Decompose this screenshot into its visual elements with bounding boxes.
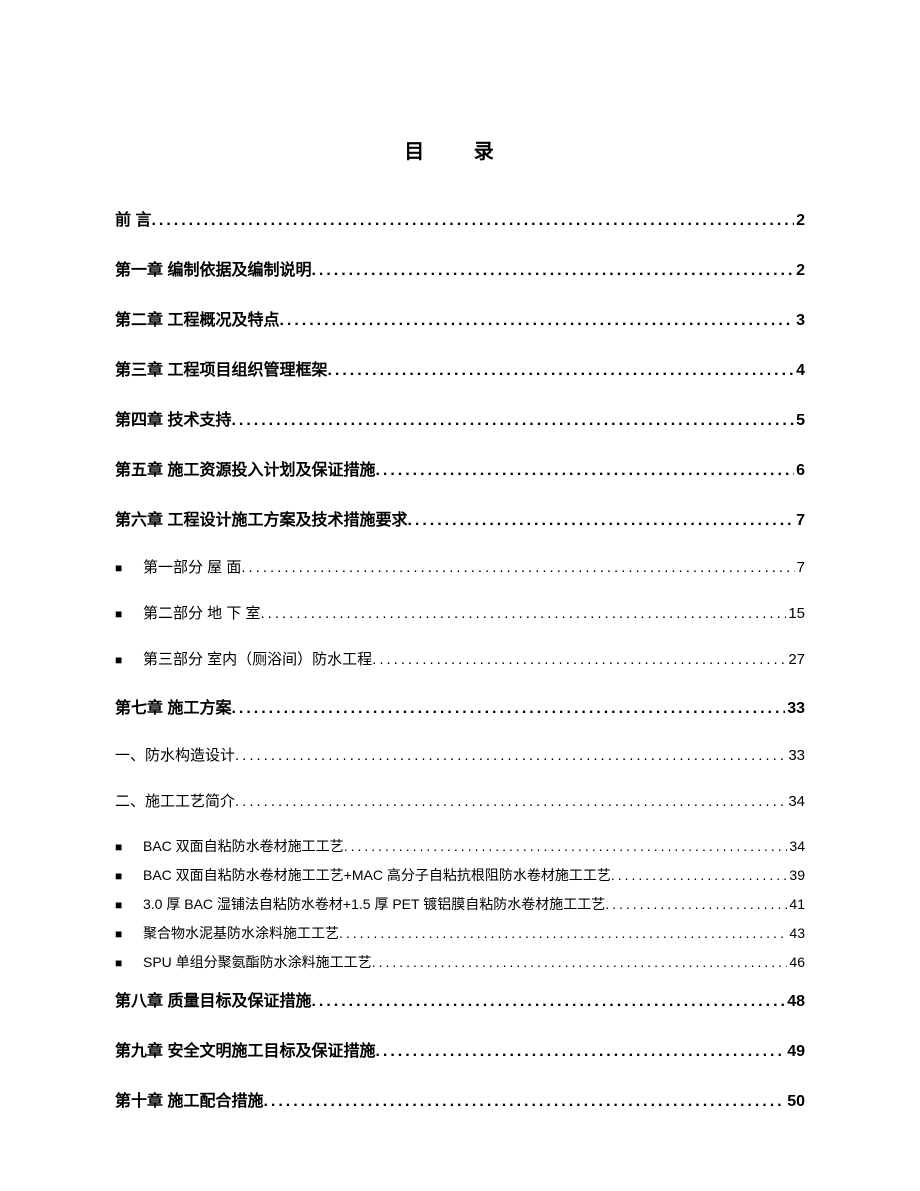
square-bullet-icon: ■ xyxy=(115,927,143,941)
toc-entry: 第四章 技术支持 5 xyxy=(115,406,805,430)
toc-leader xyxy=(279,312,794,330)
toc-entry: 第三章 工程项目组织管理框架 4 xyxy=(115,356,805,380)
toc-leader xyxy=(231,700,785,718)
toc-entry: 第八章 质量目标及保证措施 48 xyxy=(115,987,805,1011)
toc-label: 第八章 质量目标及保证措施 xyxy=(115,987,311,1011)
toc-label: 第九章 安全文明施工目标及保证措施 xyxy=(115,1037,375,1061)
toc-page-number: 6 xyxy=(794,462,805,480)
toc-entry: 第七章 施工方案 33 xyxy=(115,694,805,718)
toc-entry: 第二章 工程概况及特点 3 xyxy=(115,306,805,330)
toc-leader xyxy=(235,747,786,764)
toc-leader xyxy=(311,993,785,1011)
toc-label: BAC 双面自粘防水卷材施工工艺 xyxy=(143,836,344,856)
toc-label: 前 言 xyxy=(115,206,151,230)
toc-page-number: 50 xyxy=(785,1093,805,1111)
square-bullet-icon: ■ xyxy=(115,607,143,621)
toc-label: 二、施工工艺简介 xyxy=(115,790,235,811)
square-bullet-icon: ■ xyxy=(115,840,143,854)
toc-entry: ■SPU 单组分聚氨酯防水涂料施工工艺 46 xyxy=(115,952,805,972)
toc-entry: 第一章 编制依据及编制说明 2 xyxy=(115,256,805,280)
toc-leader xyxy=(372,651,786,668)
toc-label: 第十章 施工配合措施 xyxy=(115,1087,263,1111)
toc-page-number: 33 xyxy=(786,747,805,764)
toc-leader xyxy=(407,512,794,530)
toc-leader xyxy=(235,793,786,810)
toc-page-number: 48 xyxy=(785,993,805,1011)
toc-label: 第一章 编制依据及编制说明 xyxy=(115,256,311,280)
toc-leader xyxy=(327,362,794,380)
toc-page-number: 34 xyxy=(787,838,805,854)
toc-leader xyxy=(151,212,794,230)
toc-entry: ■第三部分 室内（厕浴间）防水工程 27 xyxy=(115,648,805,669)
toc-label: 第三部分 室内（厕浴间）防水工程 xyxy=(143,648,372,669)
toc-container: 前 言 2 第一章 编制依据及编制说明 2 第二章 工程概况及特点 3 第三章 工程项目组织… xyxy=(115,206,805,1111)
toc-page-number: 33 xyxy=(785,700,805,718)
toc-page-number: 4 xyxy=(794,362,805,380)
toc-label: 第六章 工程设计施工方案及技术措施要求 xyxy=(115,506,407,530)
toc-page-number: 41 xyxy=(787,896,805,912)
toc-page-number: 49 xyxy=(785,1043,805,1061)
toc-page-number: 7 xyxy=(794,512,805,530)
toc-leader xyxy=(263,1093,785,1111)
toc-entry: 第五章 施工资源投入计划及保证措施 6 xyxy=(115,456,805,480)
square-bullet-icon: ■ xyxy=(115,653,143,667)
toc-leader xyxy=(375,462,794,480)
toc-label: 一、防水构造设计 xyxy=(115,744,235,765)
toc-entry: ■第二部分 地 下 室 15 xyxy=(115,602,805,623)
toc-leader xyxy=(311,262,794,280)
toc-label: 第二部分 地 下 室 xyxy=(143,602,261,623)
toc-page-number: 43 xyxy=(787,925,805,941)
toc-page-number: 15 xyxy=(786,605,805,622)
toc-entry: ■3.0 厚 BAC 湿铺法自粘防水卷材+1.5 厚 PET 镀铝膜自粘防水卷材… xyxy=(115,894,805,914)
toc-leader xyxy=(241,559,794,576)
toc-label: 第五章 施工资源投入计划及保证措施 xyxy=(115,456,375,480)
toc-entry: 前 言 2 xyxy=(115,206,805,230)
toc-entry: ■BAC 双面自粘防水卷材施工工艺+MAC 高分子自粘抗根阻防水卷材施工工艺 39 xyxy=(115,865,805,885)
toc-label: 第四章 技术支持 xyxy=(115,406,231,430)
toc-entry: 一、防水构造设计 33 xyxy=(115,744,805,765)
toc-label: 聚合物水泥基防水涂料施工工艺 xyxy=(143,923,339,943)
toc-entry: ■聚合物水泥基防水涂料施工工艺 43 xyxy=(115,923,805,943)
toc-label: 第一部分 屋 面 xyxy=(143,556,241,577)
toc-page-number: 5 xyxy=(794,412,805,430)
toc-label: 3.0 厚 BAC 湿铺法自粘防水卷材+1.5 厚 PET 镀铝膜自粘防水卷材施… xyxy=(143,894,605,914)
toc-label: 第七章 施工方案 xyxy=(115,694,231,718)
toc-leader xyxy=(605,896,787,912)
square-bullet-icon: ■ xyxy=(115,869,143,883)
toc-page-number: 34 xyxy=(786,793,805,810)
toc-entry: ■BAC 双面自粘防水卷材施工工艺 34 xyxy=(115,836,805,856)
toc-label: 第三章 工程项目组织管理框架 xyxy=(115,356,327,380)
toc-label: BAC 双面自粘防水卷材施工工艺+MAC 高分子自粘抗根阻防水卷材施工工艺 xyxy=(143,865,611,885)
toc-leader xyxy=(372,954,788,970)
toc-entry: 第六章 工程设计施工方案及技术措施要求 7 xyxy=(115,506,805,530)
toc-leader xyxy=(375,1043,785,1061)
toc-leader xyxy=(231,412,794,430)
toc-leader xyxy=(261,605,787,622)
toc-leader xyxy=(344,838,788,854)
toc-page-number: 2 xyxy=(794,212,805,230)
toc-entry: 第九章 安全文明施工目标及保证措施 49 xyxy=(115,1037,805,1061)
toc-label: SPU 单组分聚氨酯防水涂料施工工艺 xyxy=(143,952,372,972)
toc-page-number: 39 xyxy=(787,867,805,883)
square-bullet-icon: ■ xyxy=(115,956,143,970)
square-bullet-icon: ■ xyxy=(115,898,143,912)
toc-label: 第二章 工程概况及特点 xyxy=(115,306,279,330)
toc-entry: 二、施工工艺简介 34 xyxy=(115,790,805,811)
toc-page-number: 3 xyxy=(794,312,805,330)
toc-entry: 第十章 施工配合措施 50 xyxy=(115,1087,805,1111)
toc-leader xyxy=(339,925,787,941)
toc-title: 目 录 xyxy=(115,135,805,164)
square-bullet-icon: ■ xyxy=(115,561,143,575)
toc-page-number: 2 xyxy=(794,262,805,280)
toc-page-number: 7 xyxy=(795,559,805,576)
toc-page-number: 27 xyxy=(786,651,805,668)
toc-entry: ■第一部分 屋 面 7 xyxy=(115,556,805,577)
toc-page-number: 46 xyxy=(787,954,805,970)
toc-leader xyxy=(611,867,788,883)
